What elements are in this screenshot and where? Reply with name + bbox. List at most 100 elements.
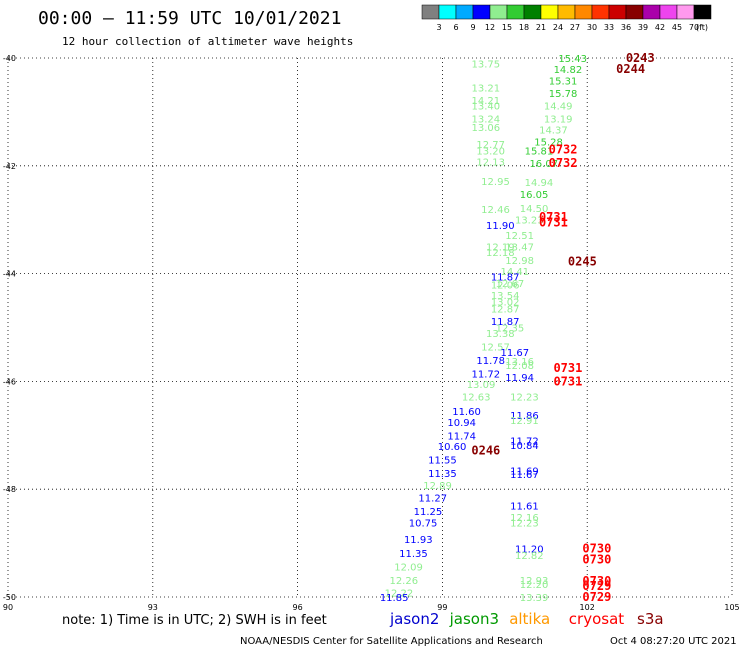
swh-value: 10.75 [409,519,438,530]
footnote: note: 1) Time is in UTC; 2) SWH is in fe… [62,613,327,628]
swh-value: 12.26 [389,576,418,587]
swh-value: 11.74 [447,431,476,442]
colorbar-label: 12 [485,23,495,32]
swh-value: 11.87 [491,317,520,328]
swh-value: 12.89 [423,481,452,492]
swh-value: 13.54 [491,291,520,302]
swh-value: 13.21 [472,84,501,95]
time-label: 0732 [549,156,578,170]
colorbar-swatch [608,4,627,20]
swh-value: 15.28 [534,138,563,149]
swh-value: 10.60 [438,442,467,453]
swh-value: 13.19 [544,114,573,125]
time-label: 0243 [626,51,655,65]
x-tick-label: 102 [580,603,595,612]
swh-value: 11.35 [399,549,428,560]
swh-value: 11.85 [380,593,409,604]
swh-value: 12.23 [510,392,539,403]
generated-timestamp: Oct 4 08:27:20 UTC 2021 [610,636,737,647]
swh-value: 12.18 [486,248,515,259]
swh-value: 12.82 [515,551,544,562]
colorbar-swatch [659,4,678,20]
swh-value: 12.46 [481,205,510,216]
swh-value: 14.94 [525,178,554,189]
swh-value: 12.16 [510,513,539,524]
swh-value: 14.41 [500,267,529,278]
colorbar-label: 45 [672,23,682,32]
colorbar-label: 42 [655,23,665,32]
swh-value: 11.69 [510,466,539,477]
swh-value: 12.57 [481,342,510,353]
colorbar-swatch [523,4,542,20]
swh-value: 12.19 [486,243,515,254]
swh-value: 12.09 [394,562,423,573]
satellite-legend-label: cryosat [569,610,624,628]
swh-value: 14.82 [554,65,583,76]
swh-value: 12.67 [496,279,525,290]
swh-value: 11.67 [500,348,529,359]
swh-value: 12.20 [520,580,549,591]
swh-value: 10.94 [447,418,476,429]
colorbar-swatch [625,4,644,20]
swh-value: 11.72 [510,437,539,448]
swh-value: 12.63 [462,392,491,403]
swh-value: 12.77 [476,140,505,151]
swh-value: 12.87 [491,305,520,316]
swh-value: 11.90 [486,221,515,232]
colorbar-label: 21 [536,23,546,32]
swh-value: 12.91 [510,416,539,427]
swh-value: 15.31 [549,77,578,88]
colorbar-label: 27 [570,23,580,32]
credit-text: NOAA/NESDIS Center for Satellite Applica… [240,636,543,647]
colorbar-swatch [591,4,610,20]
colorbar-swatch [421,4,440,20]
colorbar-label: 39 [638,23,648,32]
swh-value: 15.78 [549,89,578,100]
time-label: 0244 [616,62,645,76]
swh-value: 12.95 [481,177,510,188]
time-labels: 0243024407320732073107310245073107310246… [471,51,654,604]
x-tick-label: 96 [293,603,303,612]
swh-value: 11.27 [418,493,447,504]
colorbar-swatch [557,4,576,20]
swh-value: 11.87 [491,272,520,283]
colorbar-legend: 3 6 9 12 15 18 21 24 27 30 33 36 39 42 45 70(ft) [421,4,712,32]
swh-value: 12.51 [505,231,534,242]
swh-value: 12.35 [496,324,525,335]
time-label: 0729 [582,590,611,604]
colorbar-label: 18 [519,23,529,32]
colorbar-swatch [574,4,593,20]
colorbar-label: 6 [453,23,458,32]
swh-value: 14.37 [539,126,568,137]
time-label: 0731 [553,374,582,388]
grid-lines [7,57,733,598]
swh-value: 14.21 [472,96,501,107]
colorbar-swatch [676,4,695,20]
colorbar-label: 3 [436,23,441,32]
colorbar-swatch [438,4,457,20]
time-label: 0730 [582,574,611,588]
chart-title: 00:00 – 11:59 UTC 10/01/2021 [38,8,341,29]
swh-value: 13.23 [515,216,544,227]
y-tick-label: -42 [3,162,16,171]
swh-value: 13.09 [467,380,496,391]
time-label: 0732 [549,143,578,157]
swh-value: 13.24 [472,114,501,125]
y-tick-label: -48 [3,485,16,494]
satellite-legend-label: jason3 [449,610,499,628]
swh-value: 12.93 [520,576,549,587]
swh-value: 13.16 [505,357,534,368]
swh-value: 15.81 [525,147,554,158]
swh-value: 11.72 [472,369,501,380]
colorbar-swatch [506,4,525,20]
satellite-legend-label: s3a [637,610,664,628]
colorbar-label: 36 [621,23,631,32]
swh-value: 11.25 [414,507,443,518]
swh-value: 16.07 [529,159,558,170]
swh-value: 13.39 [520,593,549,604]
colorbar-swatch [642,4,661,20]
swh-value: 13.75 [472,59,501,70]
swh-value: 13.38 [486,329,515,340]
